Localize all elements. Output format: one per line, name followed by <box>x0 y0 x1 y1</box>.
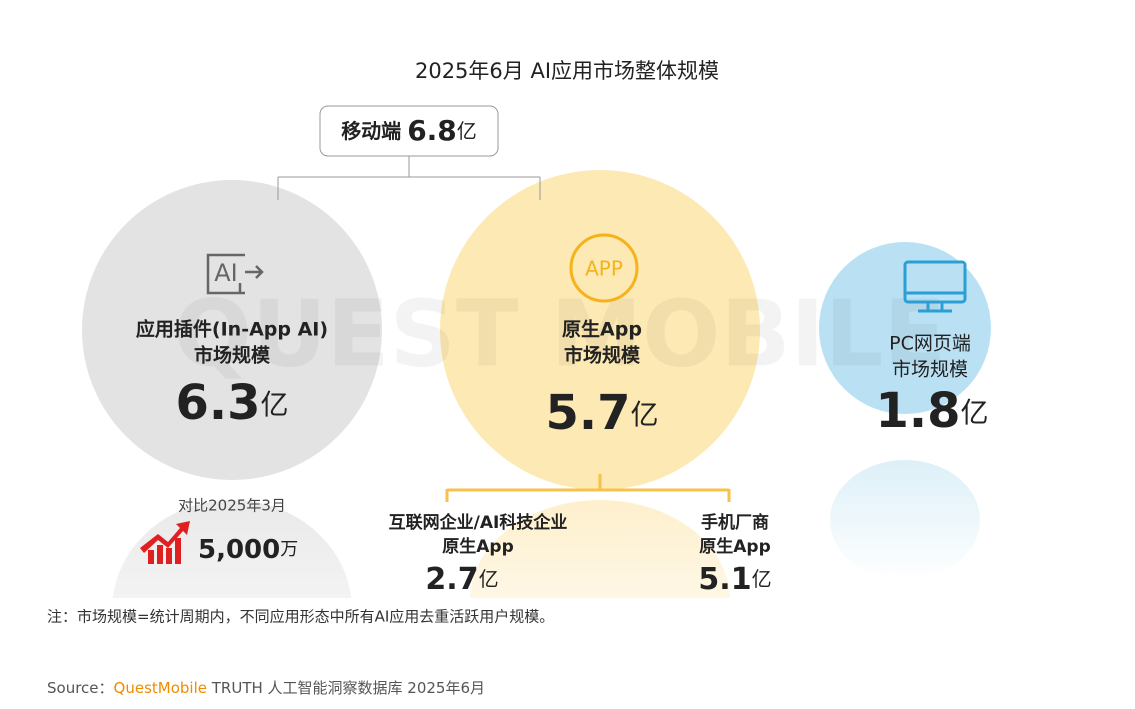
label: PC网页端 <box>889 333 971 355</box>
text-run: Source： <box>47 679 114 697</box>
text-run: 2.7 <box>425 562 478 597</box>
text-run: TRUTH 人工智能洞察数据库 2025年6月 <box>207 679 485 697</box>
text-run: 亿 <box>631 398 659 431</box>
ai-arrow <box>245 265 264 279</box>
label: 应用插件(In-App AI) <box>136 318 328 341</box>
text-run: 亿 <box>752 567 772 591</box>
text-run: 移动端 <box>341 119 401 143</box>
sub-label: 原生App <box>699 536 771 557</box>
value: 5.7亿 <box>545 385 658 441</box>
mobile-text: 移动端 6.8亿 <box>341 114 477 147</box>
title: 2025年6月 AI应用市场整体规模 <box>415 59 719 83</box>
text-run: 亿 <box>457 119 477 143</box>
label: 市场规模 <box>892 359 968 381</box>
value: 1.8亿 <box>875 383 988 439</box>
text-run: 亿 <box>261 388 289 421</box>
sub-label: 手机厂商 <box>701 512 769 533</box>
source: Source：QuestMobile TRUTH 人工智能洞察数据库 2025年… <box>47 679 485 697</box>
text-run: 万 <box>280 539 298 560</box>
circle-native <box>440 170 760 490</box>
pc-icon <box>903 260 967 304</box>
pc-stand <box>905 291 965 313</box>
circle-pc <box>819 242 991 414</box>
app-icon <box>569 233 639 303</box>
bracket <box>445 474 731 502</box>
reflections <box>112 460 980 598</box>
connector <box>277 156 541 200</box>
text-run: 5.7 <box>545 385 630 441</box>
note: 注：市场规模=统计周期内，不同应用形态中所有AI应用去重活跃用户规模。 <box>47 608 554 626</box>
text-run: 5.1 <box>698 562 751 597</box>
sub-value: 5.1亿 <box>698 562 771 597</box>
text-run: 5,000 <box>198 535 280 565</box>
value: 6.3亿 <box>175 375 288 431</box>
compare-label: 对比2025年3月 <box>178 497 286 515</box>
app-icon-text: APP <box>585 257 623 281</box>
text-run: 6.8 <box>407 114 457 147</box>
text-run: 1.8 <box>875 383 960 439</box>
growth-icon <box>140 521 190 564</box>
compare-value: 5,000万 <box>198 535 298 565</box>
text-run: QuestMobile <box>114 679 207 697</box>
sub-label: 互联网企业/AI科技企业 <box>389 512 568 533</box>
label: 市场规模 <box>564 344 641 367</box>
label: 市场规模 <box>194 344 271 367</box>
ai-icon <box>206 253 245 295</box>
sub-label: 原生App <box>442 536 514 557</box>
circle-plugin <box>82 180 382 480</box>
sub-value: 2.7亿 <box>425 562 498 597</box>
label: 原生App <box>562 318 642 341</box>
text-run: 亿 <box>479 567 499 591</box>
text-run: 6.3 <box>175 375 260 431</box>
ai-icon-text: AI <box>214 259 238 287</box>
text-run: 亿 <box>961 396 989 429</box>
watermark: QUEST MOBILE <box>174 280 946 387</box>
